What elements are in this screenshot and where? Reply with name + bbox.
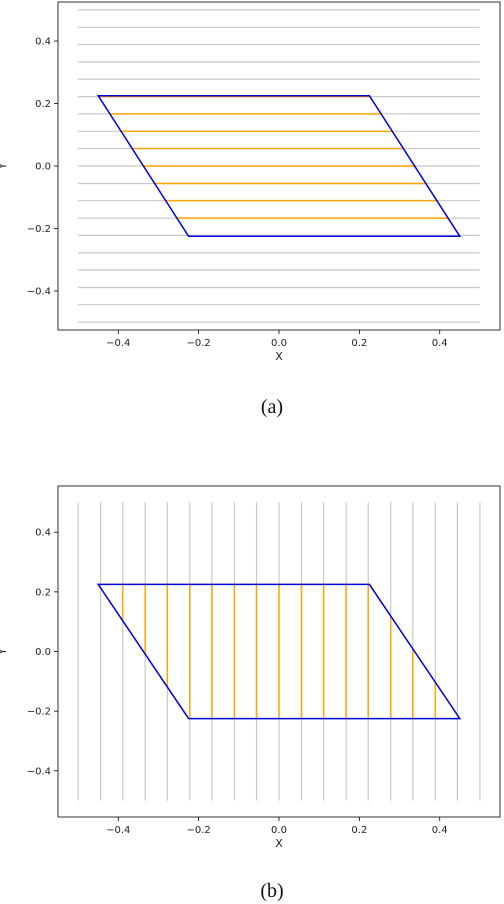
- panel-b: −0.4−0.20.00.20.4 −0.4−0.20.00.20.4 X Y …: [0, 485, 501, 902]
- x-tick-label: 0.2: [351, 338, 367, 349]
- y-ticks-a: −0.4 −0.2 0.0 0.2 0.4: [27, 37, 58, 297]
- y-axis-label-a: Y: [0, 162, 9, 170]
- y-tick-label: 0.2: [35, 99, 51, 110]
- parallelogram-a: [96, 94, 462, 238]
- x-ticks-a: −0.4 −0.2 0.0 0.2 0.4: [106, 330, 448, 349]
- x-tick-label: 0.4: [432, 825, 448, 836]
- clipped-lines-a: [98, 95, 449, 219]
- x-tick-label: −0.4: [106, 338, 130, 349]
- x-axis-label-b: X: [275, 837, 283, 850]
- caption-a: (a): [261, 396, 283, 418]
- parallelogram-b: [96, 583, 462, 720]
- y-tick-label: −0.4: [27, 766, 51, 777]
- x-tick-label: −0.4: [106, 825, 130, 836]
- shape-outline: [96, 94, 462, 238]
- y-tick-label: −0.2: [27, 224, 51, 235]
- x-tick-label: −0.2: [186, 338, 210, 349]
- x-tick-label: 0.4: [432, 338, 448, 349]
- y-tick-label: 0.0: [35, 647, 51, 658]
- caption-b: (b): [260, 880, 283, 902]
- y-axis-label-b: Y: [0, 648, 9, 656]
- x-ticks-b: −0.4 −0.2 0.0 0.2 0.4: [106, 817, 448, 836]
- x-tick-label: −0.2: [186, 825, 210, 836]
- y-tick-label: −0.2: [27, 707, 51, 718]
- y-tick-label: 0.4: [35, 37, 51, 48]
- x-tick-label: 0.2: [351, 825, 367, 836]
- y-tick-label: 0.0: [35, 162, 51, 173]
- x-axis-label-a: X: [275, 350, 283, 363]
- y-tick-label: 0.4: [35, 528, 51, 539]
- y-ticks-b: −0.4 −0.2 0.0 0.2 0.4: [27, 528, 58, 777]
- y-tick-label: 0.2: [35, 587, 51, 598]
- clipped-lines-b: [121, 584, 437, 719]
- x-tick-label: 0.0: [271, 338, 287, 349]
- x-tick-label: 0.0: [271, 825, 287, 836]
- panel-a: −0.4−0.20.00.20.4 −0.4−0.20.00.20.4 X Y …: [0, 1, 501, 418]
- y-tick-label: −0.4: [27, 286, 51, 297]
- shape-outline: [96, 583, 462, 720]
